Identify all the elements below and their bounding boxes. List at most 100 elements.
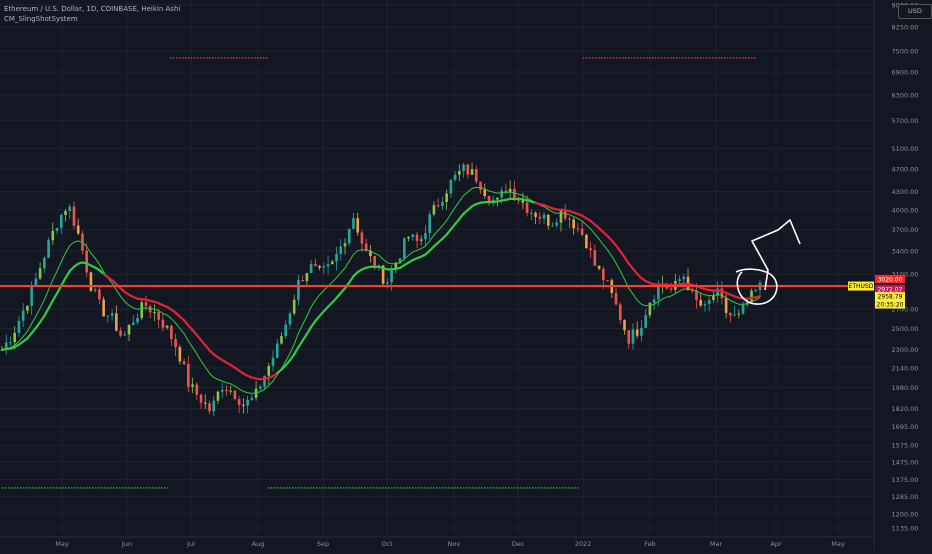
candle-body [627,330,630,343]
candle-body [52,231,55,240]
candle-body [132,322,135,325]
price-tag-label: 3020.00 [878,276,903,283]
candle-body [488,196,491,202]
candle-body [454,175,457,180]
candle-body [636,330,639,336]
candle-body [534,213,537,217]
x-tick-label: Sep [317,540,329,548]
candle-body [102,300,105,317]
candle-body [234,391,237,399]
candle-body [166,326,169,328]
ema-slow-segment [307,327,311,334]
candle-body [632,330,635,344]
candle-body [699,300,702,306]
candle-body [483,190,486,196]
x-tick-label: Jul [186,540,195,548]
x-tick-label: Nov [448,540,461,548]
candle-body [407,237,410,238]
candle-body [640,328,643,336]
x-tick-label: Oct [381,540,393,548]
y-tick-label: 5700.00 [892,117,919,125]
candle-body [555,223,558,226]
candle-body [22,311,25,321]
candle-body [318,266,321,268]
candle-body [191,385,194,387]
candle-body [433,205,436,214]
candle-body [56,228,59,231]
candle-body [90,272,93,290]
currency-button[interactable]: USD [898,4,932,19]
candle-body [653,299,656,303]
ema-slow-segment [40,316,44,322]
candle-body [128,325,131,334]
candle-body [644,315,647,328]
candle-body [594,250,597,266]
candle-body [678,279,681,281]
candle-body [246,400,249,405]
x-tick-label: Apr [770,540,782,548]
x-tick-label: Aug [252,540,265,548]
candle-body [742,305,745,314]
candle-body [704,304,707,306]
candle-body [560,210,563,223]
x-tick-label: 2022 [575,540,592,548]
candle-body [157,312,160,320]
candle-body [259,387,262,389]
candle-body [530,213,533,214]
x-tick-label: Jun [121,540,132,548]
candle-body [225,390,228,391]
chart-header: Ethereum / U.S. Dollar, 1D, COINBASE, He… [4,4,180,24]
price-tag-label: 20:35:20 [877,302,904,309]
candle-body [496,198,499,200]
candle-body [272,358,275,366]
candle-body [323,266,326,267]
candle-body [35,279,38,286]
candle-body [145,302,148,306]
candle-body [221,390,224,392]
candle-body [119,331,122,336]
candle-body [670,288,673,289]
y-tick-label: 3700.00 [892,226,919,234]
candle-body [708,300,711,304]
candle-body [18,321,21,333]
candle-body [729,313,732,315]
candle-body [339,246,342,254]
candle-body [68,207,71,211]
indicator-name[interactable]: CM_SlingShotSystem [4,14,180,24]
candle-body [149,306,152,312]
candle-body [623,320,626,330]
candle-body [361,232,364,243]
candle-body [754,290,757,291]
ema-slow-segment [49,301,53,309]
ema-slow-segment [298,341,302,347]
candle-body [712,296,715,300]
candle-body [475,169,478,181]
candle-body [445,193,448,201]
candle-body [153,312,156,313]
candle-body [471,169,474,174]
candle-body [547,215,550,226]
candle-body [441,202,444,206]
candle-body [229,391,232,392]
y-tick-label: 8250.00 [892,23,919,31]
ema-slow-segment [624,257,628,263]
y-tick-label: 2500.00 [892,325,919,333]
candle-body [551,226,554,227]
candle-body [195,385,198,395]
candle-body [602,269,605,280]
y-tick-label: 5100.00 [892,145,919,153]
candles [1,163,762,417]
candle-body [276,344,279,358]
price-tag-label: 2958.79 [878,294,903,301]
candle-body [162,320,165,328]
candle-body [657,285,660,299]
y-tick-label: 6900.00 [892,69,919,77]
candle-body [47,240,50,258]
candle-body [204,403,207,404]
candle-body [344,243,347,246]
y-tick-label: 3400.00 [892,247,919,255]
ema-fast-line [2,187,760,393]
candle-body [522,201,525,203]
